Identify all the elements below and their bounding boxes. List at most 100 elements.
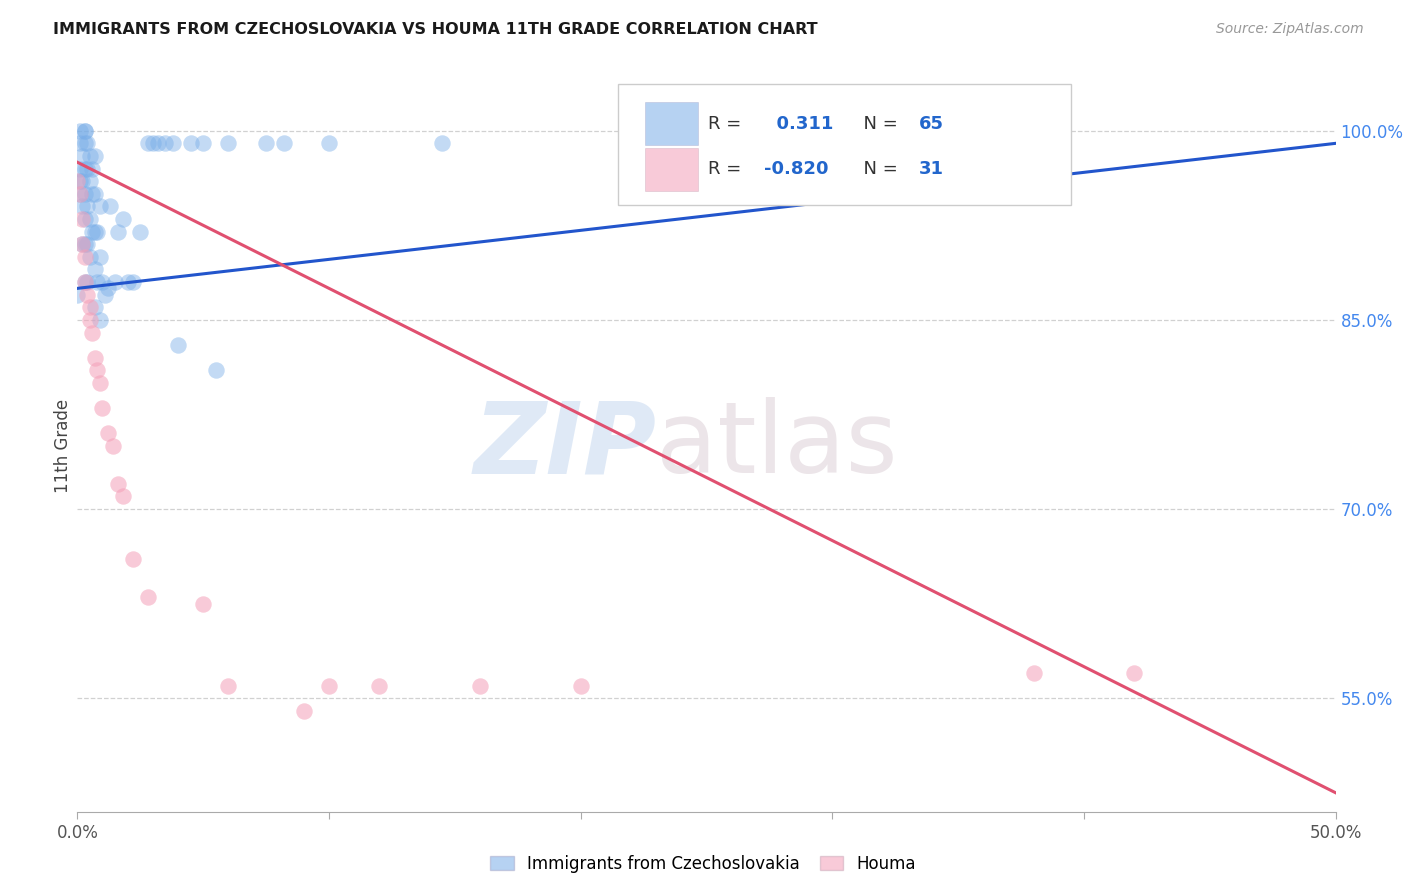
Point (82, 186, 104, 201)
Text: 0.311: 0.311 (765, 115, 834, 133)
Point (66, 287, 89, 301)
Point (91, 275, 114, 289)
Point (76, 237, 98, 252)
Point (86, 225, 108, 239)
Point (69, 174, 91, 188)
Y-axis label: 11th Grade: 11th Grade (53, 399, 72, 493)
Text: N =: N = (852, 161, 904, 178)
Point (66, 174, 89, 188)
Point (84, 186, 107, 201)
Point (76, 136, 98, 151)
Point (318, 679, 340, 693)
Point (96, 281, 118, 295)
Point (89, 313, 111, 327)
Point (121, 275, 143, 289)
Point (107, 225, 129, 239)
Point (84, 351, 107, 365)
Point (73, 161, 96, 176)
Point (1022, 665, 1045, 680)
Point (73, 124, 96, 138)
Point (368, 679, 391, 693)
Text: N =: N = (852, 115, 904, 133)
Point (69, 136, 91, 151)
Point (69, 161, 91, 176)
Point (107, 476, 129, 491)
Point (180, 136, 202, 151)
Point (72, 199, 94, 213)
Point (155, 136, 177, 151)
Point (162, 136, 184, 151)
Point (432, 136, 454, 151)
Point (191, 136, 215, 151)
Point (79, 300, 101, 314)
Point (136, 591, 159, 605)
Point (217, 136, 239, 151)
Legend: Immigrants from Czechoslovakia, Houma: Immigrants from Czechoslovakia, Houma (484, 848, 922, 880)
Point (146, 136, 169, 151)
Text: 31: 31 (920, 161, 945, 178)
Point (76, 287, 98, 301)
Point (94, 287, 117, 301)
Text: atlas: atlas (657, 398, 898, 494)
Point (89, 250, 111, 264)
Point (72, 237, 94, 252)
FancyBboxPatch shape (645, 148, 697, 191)
Point (292, 704, 315, 718)
FancyBboxPatch shape (619, 84, 1071, 204)
Point (76, 275, 98, 289)
Point (84, 300, 107, 314)
Point (72, 212, 94, 227)
Text: IMMIGRANTS FROM CZECHOSLOVAKIA VS HOUMA 11TH GRADE CORRELATION CHART: IMMIGRANTS FROM CZECHOSLOVAKIA VS HOUMA … (53, 22, 818, 37)
Text: R =: R = (707, 161, 747, 178)
Point (142, 136, 165, 151)
Point (72, 174, 94, 188)
Point (73, 275, 96, 289)
Point (72, 149, 94, 163)
Text: 65: 65 (920, 115, 945, 133)
Point (82, 161, 104, 176)
Point (468, 679, 491, 693)
Point (217, 679, 239, 693)
Point (76, 161, 98, 176)
Point (79, 250, 101, 264)
Point (79, 174, 101, 188)
Point (86, 363, 108, 377)
Point (84, 225, 107, 239)
Point (96, 426, 118, 441)
Point (76, 199, 98, 213)
Point (101, 439, 124, 453)
Point (104, 275, 127, 289)
Point (569, 679, 592, 693)
Point (318, 136, 340, 151)
Point (136, 136, 159, 151)
Point (84, 262, 107, 277)
Point (73, 237, 96, 252)
Point (79, 149, 101, 163)
Point (82, 225, 104, 239)
Point (79, 313, 101, 327)
Text: R =: R = (707, 115, 747, 133)
Point (79, 212, 101, 227)
Point (111, 212, 134, 227)
Point (73, 186, 96, 201)
Point (254, 136, 277, 151)
FancyBboxPatch shape (645, 103, 697, 145)
Point (1123, 665, 1146, 680)
Point (84, 149, 107, 163)
Point (73, 212, 96, 227)
Point (121, 552, 143, 566)
Point (91, 401, 114, 416)
Point (89, 199, 111, 213)
Point (72, 237, 94, 252)
Point (111, 490, 134, 504)
Text: Source: ZipAtlas.com: Source: ZipAtlas.com (1216, 22, 1364, 37)
Point (69, 124, 91, 138)
Point (89, 376, 111, 390)
Point (73, 275, 96, 289)
Point (73, 124, 96, 138)
Point (129, 225, 152, 239)
Point (167, 338, 190, 352)
Point (86, 275, 108, 289)
Point (69, 186, 91, 201)
Point (73, 136, 96, 151)
